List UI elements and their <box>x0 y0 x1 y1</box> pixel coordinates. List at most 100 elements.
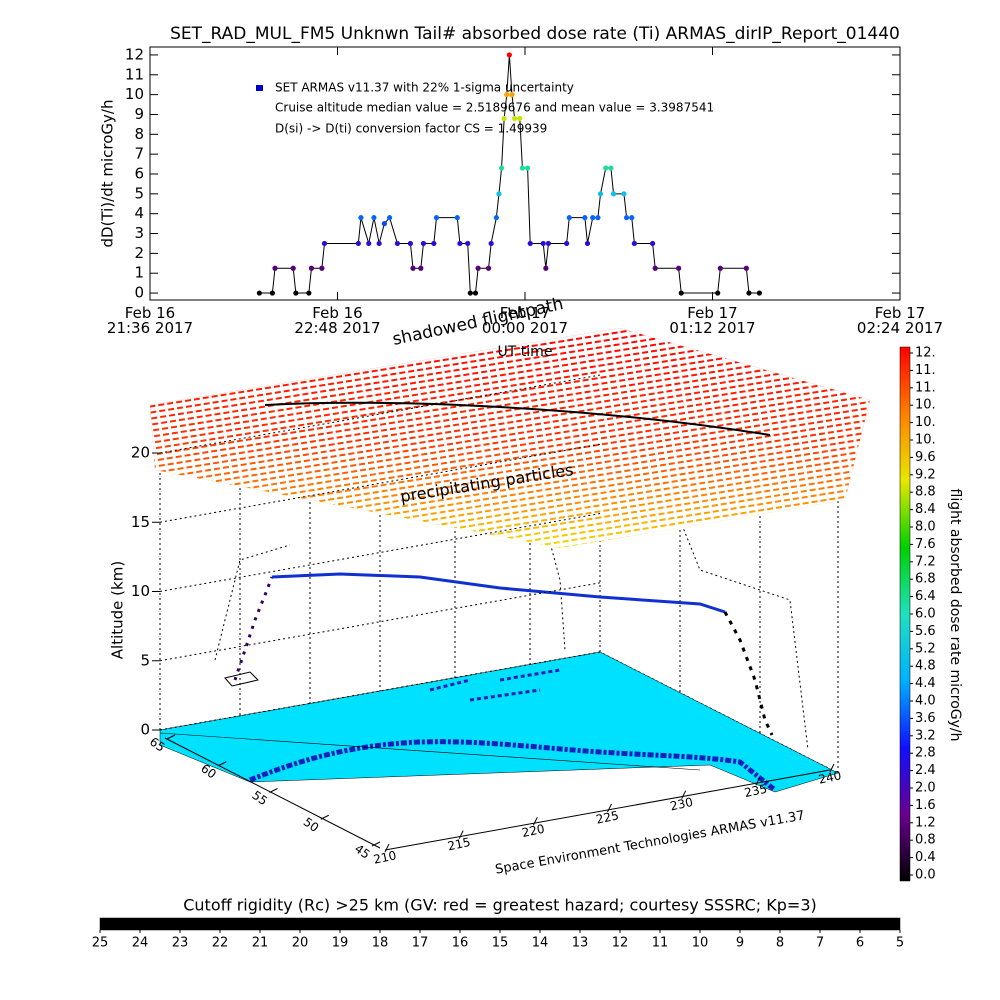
x-tick <box>829 763 835 773</box>
data-point <box>545 240 552 247</box>
data-point <box>381 221 387 227</box>
data-point <box>746 290 752 296</box>
colorbar-tick-label: 6.4 <box>915 589 936 604</box>
data-point <box>590 215 596 221</box>
colorbar-tick-label: 22 <box>212 936 229 951</box>
particle-dash <box>150 328 870 548</box>
colorbar-tick-label: 11. <box>915 363 936 378</box>
colorbar-tick-label: 9.6 <box>915 450 936 465</box>
colorbar-tick-label: 6.8 <box>915 572 936 587</box>
x-tick <box>607 803 612 813</box>
colorbar-tick-label: 16 <box>452 936 469 951</box>
colorbar-tick-label: 7 <box>816 936 824 951</box>
data-point <box>308 265 315 271</box>
x-tick-label: Feb 17 02:24 2017 <box>856 304 944 337</box>
colorbar-tick-label: 3.6 <box>915 711 936 726</box>
data-point <box>511 115 518 122</box>
colorbar-tick-label: 8.8 <box>915 485 936 500</box>
data-point <box>431 240 437 247</box>
data-point <box>509 92 515 98</box>
y-tick-label: 3 <box>134 224 144 242</box>
y-tick-label: 5 <box>134 184 144 202</box>
y-axis <box>164 737 381 849</box>
data-point <box>293 290 299 296</box>
ground-track <box>159 732 701 771</box>
y-axis-label: dD(Ti)/dt microGy/h <box>99 100 117 248</box>
data-point <box>321 240 328 247</box>
data-point <box>525 165 531 171</box>
colorbar-tick-label: 10. <box>915 433 936 448</box>
data-point <box>566 215 572 221</box>
y-tick <box>218 761 227 767</box>
annotation: Cruise altitude median value = 2.5189676… <box>275 101 714 115</box>
colorbar-tick-label: 5 <box>896 936 904 951</box>
colorbar-tick-label: 7.6 <box>915 537 936 552</box>
data-point <box>715 290 721 296</box>
data-point <box>519 165 525 171</box>
colorbar-label: flight absorbed dose rate microGy/h <box>947 489 963 742</box>
colorbar-tick-label: 2.4 <box>915 763 936 778</box>
footer: Space Environment Technologies ARMAS v11… <box>494 808 806 877</box>
colorbar-tick-label: 4.8 <box>915 659 936 674</box>
colorbar-tick-label: 1.6 <box>915 798 936 813</box>
x-tick-label: 235 <box>743 782 768 800</box>
data-point <box>717 265 723 271</box>
data-point <box>410 265 416 271</box>
x-tick-label: 230 <box>669 795 694 813</box>
data-point <box>756 290 762 296</box>
data-point <box>465 240 471 247</box>
legend-marker <box>256 85 263 91</box>
scene <box>150 328 870 793</box>
y-tick-label: 4 <box>134 204 144 222</box>
y-tick-label: 1 <box>134 264 144 282</box>
flightpath-top <box>264 401 771 436</box>
data-point <box>475 265 481 271</box>
shadow-right <box>679 519 809 751</box>
z-axis-label: Altitude (km) <box>109 561 127 659</box>
ascent <box>233 576 274 681</box>
data-point <box>652 265 658 271</box>
colorbar-tick-label: 14 <box>532 936 549 951</box>
x-tick <box>458 830 464 839</box>
data-point <box>371 215 377 221</box>
x-tick <box>755 777 761 786</box>
annotation: D(si) -> D(ti) conversion factor CS = 1.… <box>275 122 547 136</box>
colorbar-tick-label: 11 <box>652 936 669 951</box>
colorbar-tick-label: 7.2 <box>915 554 936 569</box>
colorbar-tick-label: 23 <box>172 936 189 951</box>
colorbar-tick-label: 0.8 <box>915 833 936 848</box>
data-point <box>610 191 617 197</box>
colorbar-tick-label: 2.0 <box>915 781 936 796</box>
data-point <box>498 165 505 171</box>
data-point <box>485 265 492 271</box>
data-point <box>597 191 604 197</box>
data-point <box>540 240 546 247</box>
data-point <box>457 240 463 247</box>
z-tick-label: 20 <box>131 444 150 462</box>
y-tick-label: 45 <box>352 841 373 861</box>
data-point <box>496 191 502 197</box>
colorbar <box>899 346 911 882</box>
x-tick-label: 225 <box>595 808 620 826</box>
y-tick <box>166 734 176 740</box>
y-tick-label: 50 <box>301 815 322 835</box>
y-tick-label: 7 <box>134 145 144 163</box>
colorbar-tick-label: 25 <box>92 936 109 951</box>
y-tick-label: 6 <box>134 164 144 182</box>
data-point <box>595 215 601 221</box>
colorbar-tick-label: 3.2 <box>915 728 936 743</box>
cruise-path <box>271 572 726 614</box>
z-tick-label: 0 <box>140 721 150 739</box>
data-point <box>290 265 296 271</box>
colorbar-tick-label: 20 <box>292 936 309 951</box>
x-tick <box>681 790 687 799</box>
data-point <box>504 92 510 98</box>
y-tick-label: 9 <box>134 105 144 123</box>
data-point <box>517 115 523 122</box>
colorbar-tick-label: 8.0 <box>915 520 936 535</box>
z-tick-label: 10 <box>131 582 150 600</box>
x-tick-label: Feb 16 21:36 2017 <box>106 304 194 337</box>
y-tick-label: 8 <box>134 125 144 143</box>
